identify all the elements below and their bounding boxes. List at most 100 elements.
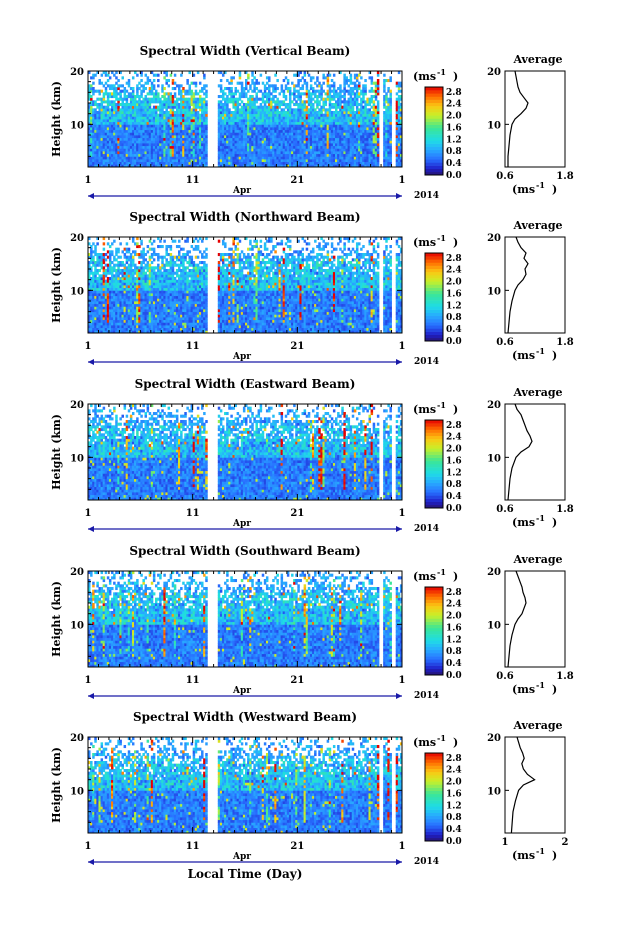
heatmap-cell — [221, 156, 225, 160]
heatmap-cell — [242, 113, 246, 117]
heatmap-cell — [274, 161, 277, 165]
heatmap-cell — [219, 108, 223, 112]
heatmap-cell — [383, 143, 386, 147]
heatmap-cell — [224, 97, 227, 101]
heatmap-cell — [100, 113, 104, 117]
heatmap-cell — [94, 303, 97, 307]
heatmap-cell — [288, 113, 292, 117]
heatmap-cell — [96, 145, 99, 149]
heatmap-cell — [282, 164, 286, 168]
heatmap-cell — [232, 121, 235, 125]
heatmap-cell — [370, 105, 374, 109]
heatmap-cell — [362, 113, 365, 117]
heatmap-cell — [339, 129, 342, 133]
heatmap-cell — [90, 250, 93, 254]
heatmap-cell — [131, 87, 135, 91]
heatmap-cell — [335, 124, 338, 128]
heatmap-cell — [355, 111, 359, 115]
heatmap-cell — [188, 108, 191, 112]
heatmap-cell — [376, 121, 380, 125]
heatmap-cell — [358, 151, 361, 155]
heatmap-cell — [129, 274, 133, 278]
heatmap-cell — [337, 151, 340, 155]
heatmap-cell — [125, 255, 129, 259]
heatmap-cell — [337, 135, 340, 139]
heatmap-cell — [113, 127, 116, 131]
heatmap-cell — [108, 295, 112, 299]
heatmap-cell — [157, 113, 160, 117]
heatmap-cell — [152, 151, 156, 155]
heatmap-cell — [399, 161, 403, 165]
heatmap-cell — [272, 145, 275, 149]
heatmap-cell — [104, 330, 108, 334]
heatmap-cell — [171, 111, 175, 115]
heatmap-cell — [309, 132, 313, 136]
heatmap-cell — [113, 135, 116, 139]
heatmap-cell — [311, 111, 315, 115]
heatmap-cell — [307, 124, 311, 128]
heatmap-cell — [257, 148, 261, 152]
heatmap-cell — [96, 301, 99, 305]
heatmap-cell — [175, 116, 179, 120]
heatmap-cell — [180, 100, 183, 104]
colorbar-swatch — [425, 140, 443, 144]
heatmap-cell — [318, 119, 321, 123]
heatmap-cell — [226, 103, 229, 107]
heatmap-cell — [295, 135, 298, 139]
heatmap-cell — [167, 140, 171, 144]
heatmap-cell — [257, 135, 261, 139]
heatmap-cell — [96, 71, 99, 75]
heatmap-cell — [228, 92, 231, 96]
heatmap-cell — [152, 87, 156, 91]
heatmap-cell — [180, 161, 183, 165]
heatmap-cell — [131, 309, 135, 313]
heatmap-cell — [362, 145, 365, 149]
heatmap-cell — [129, 311, 133, 315]
heatmap-cell — [140, 92, 143, 96]
heatmap-cell — [88, 92, 91, 96]
heatmap-cell — [100, 140, 104, 144]
heatmap-cell — [117, 290, 120, 294]
heatmap-cell — [138, 100, 141, 104]
heatmap-cell — [270, 113, 273, 117]
heatmap-cell — [104, 258, 108, 262]
heatmap-cell — [127, 247, 131, 251]
heatmap-cell — [353, 148, 357, 152]
heatmap-cell — [276, 161, 279, 165]
heatmap-cell — [186, 100, 189, 104]
heatmap-cell — [259, 111, 263, 115]
heatmap-cell — [291, 137, 294, 141]
heatmap-cell — [253, 143, 256, 147]
heatmap-cell — [322, 164, 325, 168]
heatmap-cell — [282, 79, 286, 83]
heatmap-cell — [165, 153, 168, 157]
heatmap-cell — [395, 156, 399, 160]
heatmap-cell — [96, 293, 99, 297]
heatmap-cell — [171, 100, 175, 104]
heatmap-cell — [108, 293, 112, 297]
heatmap-cell — [198, 140, 202, 144]
heatmap-cell — [236, 129, 240, 133]
heatmap-cell — [198, 129, 202, 133]
heatmap-cell — [351, 127, 355, 131]
heatmap-cell — [108, 255, 112, 259]
heatmap-cell — [247, 121, 250, 125]
heatmap-cell — [291, 156, 294, 160]
heatmap-cell — [192, 127, 196, 131]
heatmap-cell — [119, 140, 122, 144]
heatmap-cell — [284, 145, 288, 149]
heatmap-cell — [234, 145, 238, 149]
heatmap-cell — [154, 121, 158, 125]
heatmap-cell — [119, 317, 122, 321]
heatmap-cell — [341, 105, 344, 109]
heatmap-cell — [351, 119, 355, 123]
heatmap-cell — [245, 135, 248, 139]
heatmap-cell — [255, 135, 258, 139]
heatmap-cell — [293, 87, 296, 91]
heatmap-cell — [100, 73, 104, 77]
heatmap-cell — [92, 322, 95, 326]
heatmap-cell — [192, 92, 196, 96]
heatmap-cell — [188, 121, 191, 125]
heatmap-cell — [205, 113, 208, 117]
heatmap-cell — [397, 145, 401, 149]
